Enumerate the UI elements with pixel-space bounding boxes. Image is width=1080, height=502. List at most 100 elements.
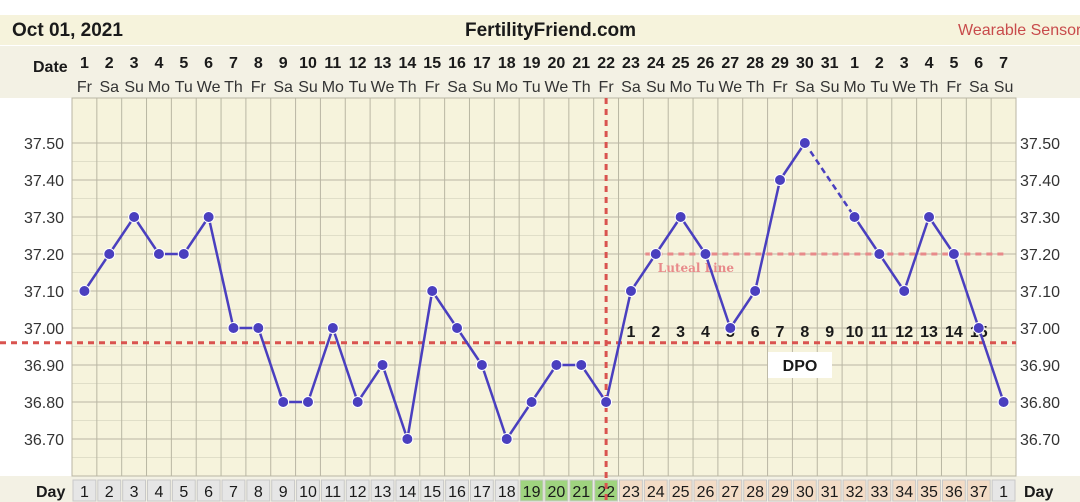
date-row-label: Date — [33, 59, 68, 76]
cycle-day-label: 6 — [204, 484, 213, 501]
day-cell — [917, 479, 941, 502]
weekday-label: Fr — [599, 79, 615, 96]
weekday-label: Su — [820, 79, 840, 96]
temp-point — [277, 396, 290, 408]
temp-point — [525, 396, 538, 408]
y-tick-label-right: 37.50 — [1020, 136, 1060, 153]
date-label: 3 — [130, 55, 139, 72]
date-label: 1 — [80, 55, 89, 72]
weekday-label: Fr — [425, 79, 441, 96]
date-label: 6 — [204, 55, 213, 72]
cycle-day-label: 23 — [622, 484, 640, 501]
day-cell — [668, 479, 693, 502]
temp-line-segment — [704, 253, 732, 329]
temp-line-segment — [133, 216, 160, 255]
day-cell — [420, 479, 445, 502]
cycle-day-label: 25 — [672, 484, 690, 501]
day-cell — [743, 479, 768, 502]
luteal-line-label: Luteal Line — [658, 261, 735, 275]
y-tick-label-right: 36.70 — [1020, 432, 1060, 449]
temp-line-segment — [853, 216, 881, 255]
day-cell — [395, 479, 420, 502]
cycle-day-label: 32 — [846, 484, 864, 501]
date-label: 9 — [279, 55, 288, 72]
day-cell — [643, 479, 668, 502]
date-row-bg — [0, 46, 1080, 98]
temp-line-segment — [381, 364, 409, 440]
temp-point — [724, 322, 737, 334]
temp-line-segment — [480, 364, 508, 440]
weekday-label: Mo — [496, 79, 518, 96]
cycle-day-label: 17 — [473, 484, 491, 501]
temp-line-segment — [331, 327, 359, 403]
wearable-sensor-link[interactable]: Wearable Sensor — [958, 22, 1080, 39]
weekday-label: Th — [746, 79, 765, 96]
day-cell — [72, 479, 97, 502]
temp-line-segment — [456, 327, 483, 366]
temp-line-segment — [778, 142, 806, 181]
date-label: 20 — [548, 55, 566, 72]
temp-line-segment — [629, 253, 657, 292]
cycle-day-label: 8 — [254, 484, 263, 501]
date-label: 11 — [324, 55, 341, 72]
day-cell — [97, 479, 122, 502]
cycle-day-label: 9 — [279, 484, 288, 501]
weekday-label: Su — [298, 79, 318, 96]
date-label: 3 — [900, 55, 909, 72]
temp-point — [426, 285, 439, 297]
cycle-day-label: 19 — [523, 484, 541, 501]
temp-line-segment — [679, 216, 707, 255]
temp-point — [128, 211, 141, 223]
weekday-label: Su — [124, 79, 144, 96]
weekday-label: Sa — [795, 79, 815, 96]
weekday-label: Fr — [772, 79, 788, 96]
weekday-label: Sa — [447, 79, 467, 96]
temp-line-segment — [903, 216, 931, 292]
day-cell — [345, 479, 370, 502]
dpo-number: 12 — [895, 324, 913, 341]
temp-point — [749, 285, 762, 297]
cycle-day-label: 1 — [999, 484, 1008, 501]
dpo-number: 9 — [825, 324, 834, 341]
date-label: 5 — [949, 55, 958, 72]
site-title[interactable]: FertilityFriend.com — [465, 20, 637, 41]
day-cell — [693, 479, 718, 502]
temp-line-segment — [928, 216, 955, 255]
y-tick-label-right: 37.40 — [1020, 173, 1060, 190]
cycle-day-label: 30 — [796, 484, 814, 501]
day-cell — [966, 479, 991, 502]
cycle-day-label: 21 — [572, 484, 590, 501]
date-label: 16 — [448, 55, 466, 72]
temp-point — [699, 248, 712, 260]
temp-line-segment — [753, 179, 782, 292]
date-label: 18 — [498, 55, 516, 72]
cycle-day-label: 13 — [374, 484, 392, 501]
cycle-day-label: 27 — [721, 484, 739, 501]
temp-point — [600, 396, 613, 408]
y-tick-label-left: 37.50 — [24, 136, 64, 153]
temp-line-segment — [729, 290, 757, 329]
weekday-label: Th — [398, 79, 417, 96]
cycle-day-label: 4 — [154, 484, 163, 501]
y-tick-label-right: 37.10 — [1020, 284, 1060, 301]
weekday-label: We — [197, 79, 221, 96]
weekday-label: Mo — [843, 79, 865, 96]
weekday-label: Fr — [251, 79, 267, 96]
temp-point — [475, 359, 488, 371]
y-tick-label-right: 36.90 — [1020, 358, 1060, 375]
temp-line-segment — [83, 253, 111, 292]
temp-point — [451, 322, 464, 334]
date-label: 26 — [697, 55, 715, 72]
date-label: 4 — [925, 55, 934, 72]
temp-point — [152, 248, 165, 260]
weekday-label: Fr — [946, 79, 962, 96]
cycle-day-label: 28 — [746, 484, 764, 501]
date-label: 19 — [523, 55, 541, 72]
date-label: 27 — [721, 55, 739, 72]
temp-point — [898, 285, 911, 297]
date-label: 31 — [821, 55, 839, 72]
date-label: 15 — [423, 55, 441, 72]
day-cell — [221, 479, 246, 502]
date-label: 5 — [179, 55, 188, 72]
